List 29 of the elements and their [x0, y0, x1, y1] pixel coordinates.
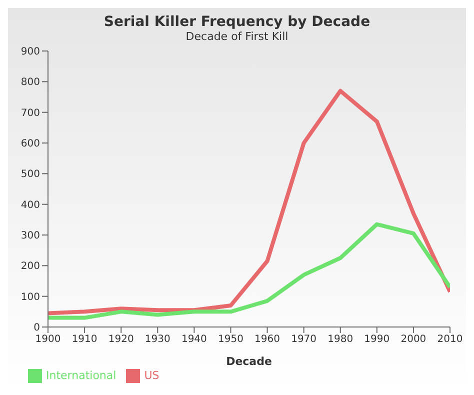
x-tick-label: 1900 [35, 334, 61, 346]
x-tick-label: 1920 [108, 334, 134, 346]
line-series [48, 222, 450, 320]
y-tick-label: 900 [20, 46, 40, 58]
x-axis-title: Decade [226, 355, 272, 368]
y-tick-label: 300 [20, 230, 40, 242]
legend-label: International [46, 369, 116, 382]
y-tick-label: 700 [20, 108, 40, 119]
x-tick-label: 1950 [218, 334, 244, 346]
y-tick-label: 200 [20, 261, 40, 272]
x-tick-label: 1930 [144, 334, 170, 346]
x-tick-label: 1960 [254, 334, 280, 346]
x-tick-label: 1980 [328, 334, 354, 346]
x-tick-label: 1910 [72, 334, 98, 346]
line-series [48, 88, 450, 316]
x-tick-label: 1970 [291, 334, 317, 346]
x-tick-label: 1940 [181, 334, 207, 346]
y-tick-label: 800 [20, 77, 40, 88]
chart-title: Serial Killer Frequency by Decade [102, 13, 372, 30]
y-tick-label: 500 [20, 169, 40, 180]
y-tick-label: 0 [34, 322, 40, 334]
legend-label: US [144, 369, 160, 382]
y-tick-label: 100 [20, 292, 40, 303]
y-tick-label: 400 [20, 200, 40, 211]
x-tick-label: 1990 [364, 334, 390, 346]
x-tick-label: 2000 [400, 334, 426, 346]
chart-subtitle: Decade of First Kill [184, 30, 290, 43]
x-tick-label: 2010 [437, 334, 463, 346]
y-tick-label: 600 [20, 138, 40, 150]
